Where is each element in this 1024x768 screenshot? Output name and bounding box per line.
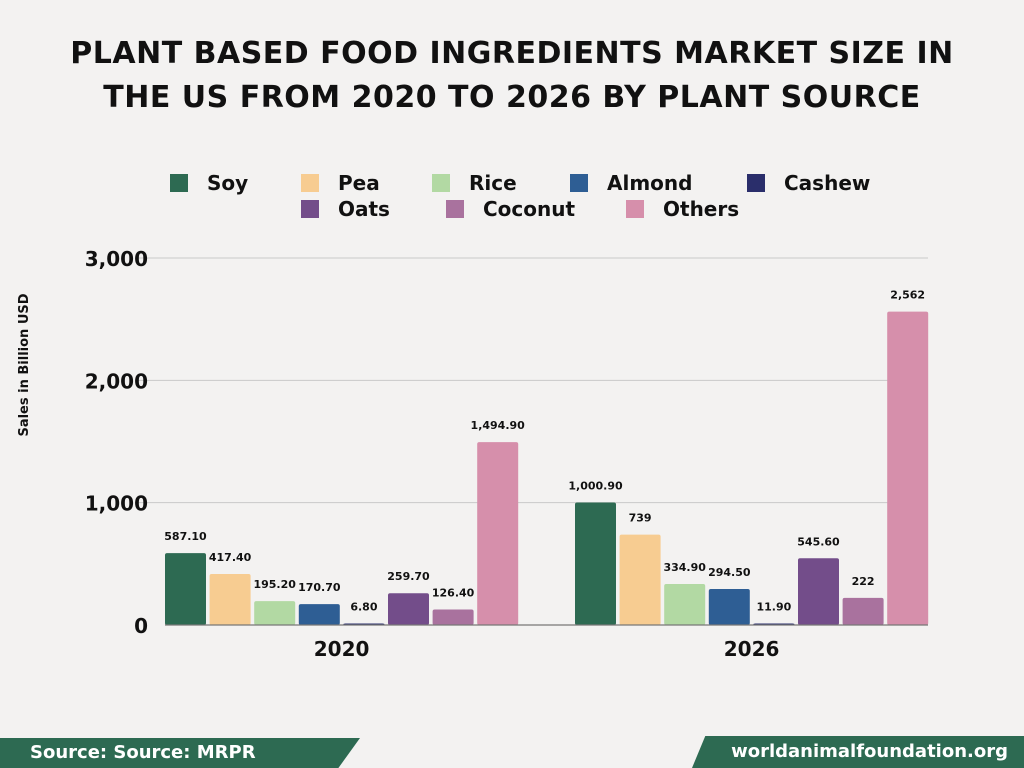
legend-label-coconut: Coconut (483, 197, 575, 221)
data-label: 334.90 (663, 561, 706, 574)
data-label: 1,494.90 (471, 419, 526, 432)
bar-others-2020 (477, 442, 519, 625)
data-label: 2,562 (890, 289, 925, 302)
bar-coconut-2026 (842, 597, 884, 625)
legend-label-cashew: Cashew (784, 171, 870, 195)
data-label: 739 (629, 512, 652, 525)
legend-swatch-oats (301, 200, 319, 218)
x-tick-label: 2020 (314, 637, 370, 661)
x-tick-label: 2026 (724, 637, 780, 661)
website-text: worldanimalfoundation.org (731, 741, 1008, 762)
data-label: 195.20 (253, 578, 296, 591)
data-label: 170.70 (298, 581, 341, 594)
legend-label-soy: Soy (207, 171, 248, 195)
legend-label-others: Others (663, 197, 739, 221)
website-banner: worldanimalfoundation.org (692, 736, 1024, 768)
legend-swatch-cashew (747, 174, 765, 192)
data-label: 259.70 (387, 570, 430, 583)
legend-swatch-coconut (446, 200, 464, 218)
legend-swatch-rice (432, 174, 450, 192)
bar-rice-2020 (254, 601, 296, 625)
y-tick-label: 3,000 (85, 247, 148, 271)
bar-rice-2026 (664, 584, 706, 625)
data-label: 126.40 (432, 587, 475, 600)
bar-coconut-2020 (432, 609, 474, 625)
source-text: Source: Source: MRPR (30, 742, 256, 763)
data-label: 1,000.90 (568, 480, 623, 493)
chart-title-line-2: THE US FROM 2020 TO 2026 BY PLANT SOURCE (103, 80, 921, 115)
bar-pea-2020 (209, 573, 251, 625)
data-label: 587.10 (164, 530, 207, 543)
legend-label-oats: Oats (338, 197, 390, 221)
y-tick-label: 0 (134, 614, 148, 638)
data-label: 6.80 (350, 601, 377, 614)
data-label: 222 (852, 575, 875, 588)
bar-soy-2026 (575, 502, 616, 625)
y-tick-label: 1,000 (85, 492, 148, 516)
data-label: 417.40 (209, 551, 252, 564)
bar-others-2026 (887, 311, 929, 625)
y-axis-label: Sales in Billion USD (17, 293, 32, 436)
legend-swatch-others (626, 200, 644, 218)
legend-swatch-soy (170, 174, 188, 192)
legend-label-almond: Almond (607, 171, 692, 195)
bar-soy-2020 (165, 553, 206, 625)
legend-label-pea: Pea (338, 171, 380, 195)
data-label: 294.50 (708, 566, 751, 579)
bar-pea-2026 (619, 534, 661, 625)
legend-label-rice: Rice (469, 171, 517, 195)
data-label: 11.90 (757, 601, 792, 614)
bar-almond-2020 (298, 604, 340, 625)
y-tick-label: 2,000 (85, 369, 148, 393)
legend-swatch-almond (570, 174, 588, 192)
source-banner: Source: Source: MRPR (0, 738, 360, 768)
bar-oats-2020 (388, 593, 429, 625)
bar-almond-2026 (708, 588, 750, 625)
chart-title-line-1: PLANT BASED FOOD INGREDIENTS MARKET SIZE… (70, 36, 954, 71)
chart-title: PLANT BASED FOOD INGREDIENTS MARKET SIZE… (0, 32, 1024, 120)
data-label: 545.60 (797, 535, 840, 548)
legend-swatch-pea (301, 174, 319, 192)
bar-oats-2026 (798, 558, 839, 625)
